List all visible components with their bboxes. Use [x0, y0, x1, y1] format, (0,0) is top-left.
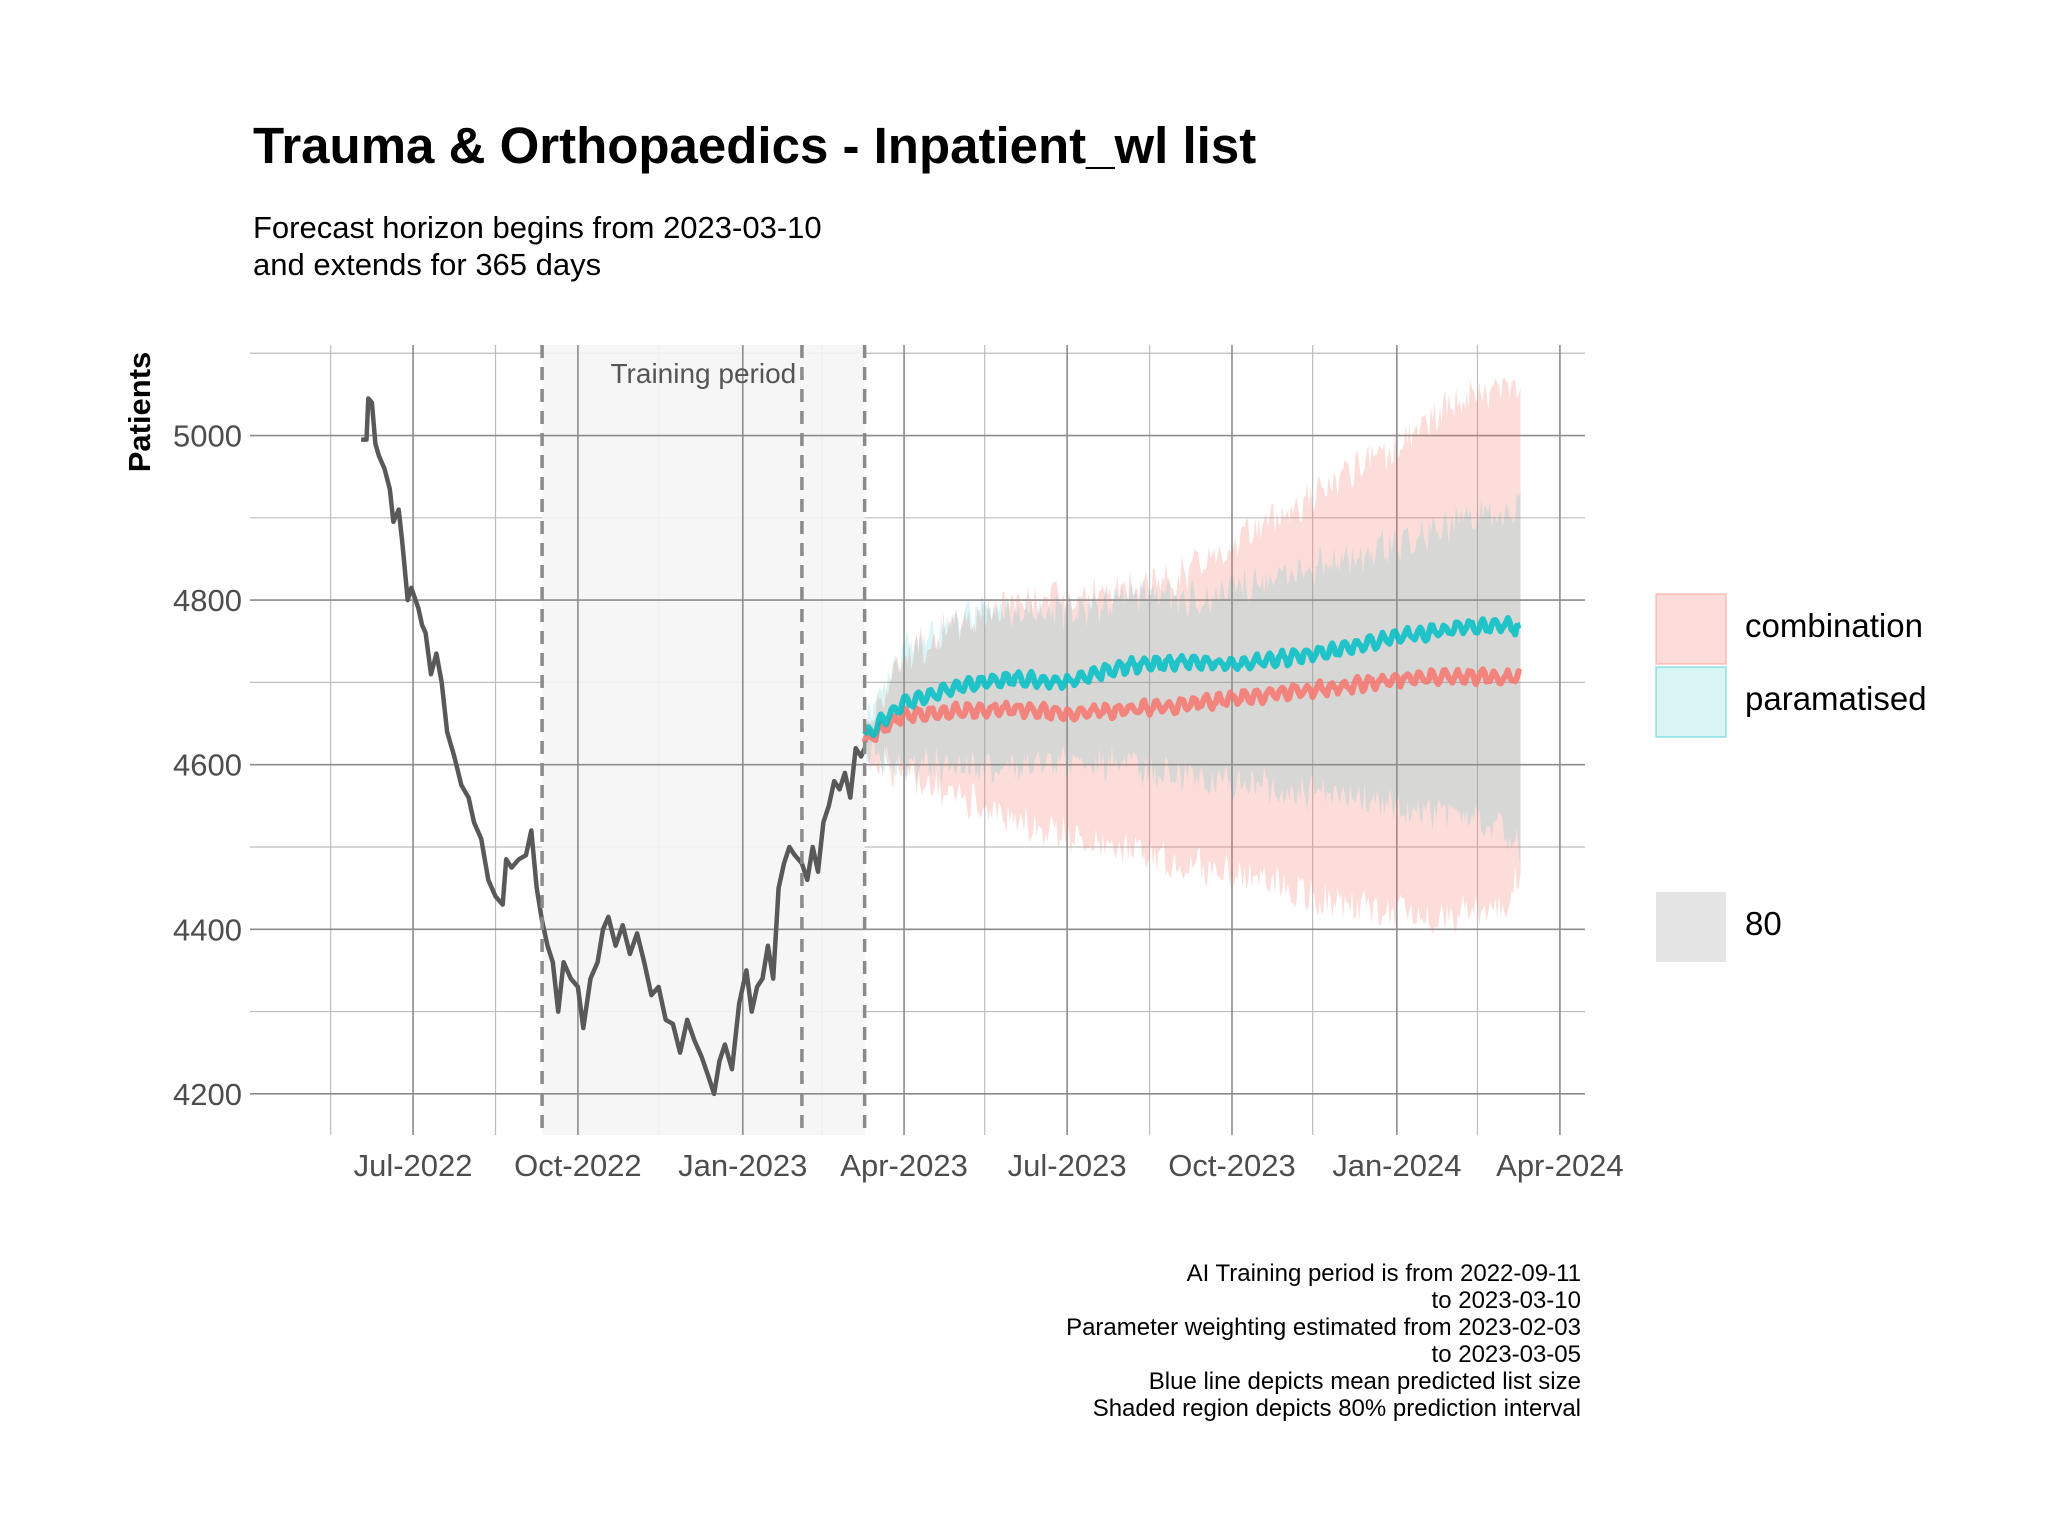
caption-line-1: AI Training period is from 2022-09-11 — [1186, 1260, 1581, 1287]
chart-title: Trauma & Orthopaedics - Inpatient_wl lis… — [253, 117, 1257, 174]
legend-key-paramatised — [1655, 666, 1727, 738]
history-line — [361, 396, 867, 1097]
x-tick-label-3: Apr-2023 — [840, 1148, 968, 1183]
x-tick-label-0: Jul-2022 — [354, 1148, 473, 1183]
series-lines — [361, 396, 1523, 1097]
line-combination — [861, 666, 1523, 744]
x-tick-label-2: Jan-2023 — [678, 1148, 807, 1183]
caption-line-4: to 2023-03-05 — [1431, 1341, 1581, 1368]
y-tick-label-3: 4800 — [173, 583, 242, 618]
training-period-layer — [542, 345, 865, 1135]
x-tick-label-6: Jan-2024 — [1332, 1148, 1461, 1183]
caption-line-3: Parameter weighting estimated from 2023-… — [1066, 1314, 1581, 1341]
y-tick-label-4: 5000 — [173, 419, 242, 454]
caption-line-5: Blue line depicts mean predicted list si… — [1148, 1368, 1581, 1395]
subtitle-line-2: and extends for 365 days — [253, 247, 602, 282]
caption-line-2: to 2023-03-10 — [1431, 1287, 1581, 1314]
legend-label-80: 80 — [1745, 905, 1782, 942]
training-period-shade — [542, 345, 865, 1135]
y-tick-label-1: 4400 — [173, 912, 242, 947]
subtitle-line-1: Forecast horizon begins from 2023-03-10 — [253, 210, 822, 245]
x-tick-label-7: Apr-2024 — [1496, 1148, 1624, 1183]
legend-key-combination — [1655, 593, 1727, 665]
legend-key-level-80 — [1656, 892, 1726, 962]
x-tick-label-1: Oct-2022 — [514, 1148, 642, 1183]
caption-line-6: Shaded region depicts 80% prediction int… — [1092, 1395, 1581, 1422]
legend-keys — [1655, 593, 1727, 962]
line-paramatised — [862, 615, 1522, 739]
legend-label-paramatised: paramatised — [1745, 680, 1927, 717]
y-tick-label-0: 4200 — [173, 1077, 242, 1112]
x-tick-label-5: Oct-2023 — [1168, 1148, 1296, 1183]
y-tick-label-2: 4600 — [173, 748, 242, 783]
band-paramatised — [864, 490, 1521, 868]
y-axis-title: Patients — [122, 352, 157, 473]
major-gridlines — [250, 345, 1585, 1135]
legend-label-combination: combination — [1745, 607, 1923, 644]
training-period-label: Training period — [610, 358, 796, 389]
axis-labels: Training period 4200 4400 4600 4800 5000 Jul-2… — [122, 352, 1624, 1183]
x-tick-label-4: Jul-2023 — [1008, 1148, 1127, 1183]
